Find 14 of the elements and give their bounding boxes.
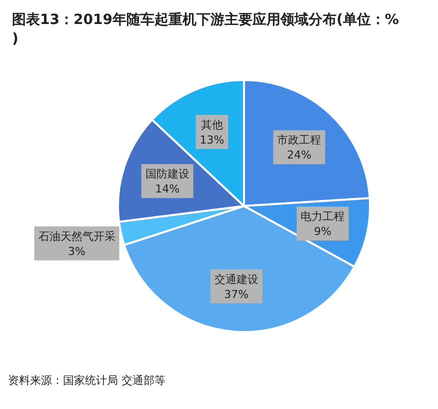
- slice-label: 市政工程: [277, 134, 322, 147]
- slice-label: 石油天然气开采: [38, 230, 116, 243]
- data-label: 37%: [224, 288, 249, 301]
- slice-label: 其他: [200, 118, 223, 132]
- data-label: 3%: [68, 244, 86, 258]
- data-label: 9%: [314, 225, 332, 238]
- chart-title: 图表13：2019年随车起重机下游主要应用领域分布(单位：%): [12, 11, 399, 47]
- data-label: 13%: [200, 133, 224, 146]
- slice-label: 国防建设: [145, 168, 190, 181]
- text: 资料来源：国家统计局 交通部等: [8, 374, 166, 387]
- slice-label: 交通建设: [214, 272, 258, 286]
- data-label: 24%: [286, 148, 312, 162]
- data-label: 14%: [155, 182, 180, 196]
- slice-label: 电力工程: [300, 210, 345, 224]
